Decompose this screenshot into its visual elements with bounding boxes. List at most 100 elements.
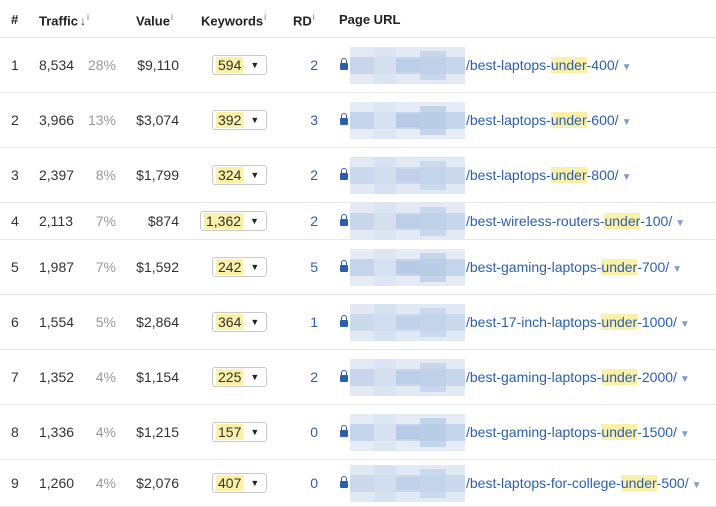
caret-down-icon: ▼ — [250, 262, 260, 272]
redacted-domain — [350, 203, 465, 240]
header-rd[interactable]: RDi — [293, 12, 315, 28]
keywords-dropdown[interactable]: 324 ▼ — [212, 165, 267, 185]
row-index: 9 — [11, 475, 19, 491]
referring-domains-link[interactable]: 0 — [310, 475, 318, 491]
caret-down-icon[interactable]: ▼ — [679, 429, 690, 440]
page-url-link[interactable]: /best-gaming-laptops-under-2000/▼ — [466, 369, 690, 388]
keywords-dropdown[interactable]: 364 ▼ — [212, 312, 267, 332]
value-amount: $1,154 — [136, 369, 179, 385]
url-path-start: /best-17-inch-laptops- — [466, 314, 602, 330]
lock-icon — [340, 58, 348, 71]
lock-icon — [340, 113, 348, 126]
url-path-end: -100/ — [640, 213, 673, 229]
url-path-start: /best-wireless-routers- — [466, 213, 605, 229]
table-row: 4 2,113 7% $874 1,362 ▼ 2/best-wireless-router… — [0, 202, 716, 240]
keywords-dropdown[interactable]: 392 ▼ — [212, 110, 267, 130]
traffic-percent: 28% — [87, 57, 116, 73]
redacted-domain — [350, 102, 465, 139]
url-keyword-highlight: under — [601, 259, 638, 275]
keywords-dropdown[interactable]: 594 ▼ — [212, 55, 267, 75]
header-rd-label: RD — [293, 13, 312, 29]
traffic-percent: 4% — [95, 369, 116, 385]
page-url-link[interactable]: /best-gaming-laptops-under-1500/▼ — [466, 424, 690, 443]
referring-domains-link[interactable]: 2 — [310, 213, 318, 229]
header-keywords-label: Keywords — [201, 13, 264, 29]
redacted-domain — [350, 304, 465, 341]
caret-down-icon[interactable]: ▼ — [679, 319, 690, 330]
caret-down-icon[interactable]: ▼ — [621, 62, 632, 73]
keywords-dropdown[interactable]: 1,362 ▼ — [200, 211, 267, 231]
row-index: 4 — [11, 213, 19, 229]
row-index: 5 — [11, 259, 19, 275]
table-row: 3 2,397 8% $1,799 324 ▼ 2/best-laptops-under-8… — [0, 147, 716, 203]
page-url-link[interactable]: /best-laptops-for-college-under-500/▼ — [466, 475, 702, 494]
header-traffic-label: Traffic — [39, 13, 79, 29]
header-keywords[interactable]: Keywordsi — [201, 12, 266, 28]
page-url-link[interactable]: /best-17-inch-laptops-under-1000/▼ — [466, 314, 690, 333]
table-row: 1 8,534 28% $9,110 594 ▼ 2/best-laptops-under-… — [0, 37, 716, 93]
caret-down-icon: ▼ — [250, 317, 260, 327]
header-num: # — [11, 12, 19, 27]
referring-domains-link[interactable]: 5 — [310, 259, 318, 275]
keywords-dropdown[interactable]: 407 ▼ — [212, 473, 267, 493]
caret-down-icon[interactable]: ▼ — [679, 374, 690, 385]
traffic-value: 1,554 — [39, 314, 75, 330]
table-header: # Traffic ↓i Valuei Keywordsi RDi Page UR… — [0, 0, 716, 38]
page-url-link[interactable]: /best-laptops-under-400/▼ — [466, 57, 631, 76]
url-path-end: -800/ — [586, 167, 619, 183]
header-traffic[interactable]: Traffic ↓i — [39, 12, 89, 28]
url-path-start: /best-laptops-for-college- — [466, 475, 621, 491]
caret-down-icon: ▼ — [250, 427, 260, 437]
referring-domains-link[interactable]: 3 — [310, 112, 318, 128]
page-url-link[interactable]: /best-wireless-routers-under-100/▼ — [466, 213, 685, 232]
caret-down-icon[interactable]: ▼ — [672, 264, 683, 275]
referring-domains-link[interactable]: 0 — [310, 424, 318, 440]
row-index: 7 — [11, 369, 19, 385]
url-path-end: -1500/ — [637, 424, 677, 440]
traffic-value: 1,260 — [39, 475, 75, 491]
traffic-value: 1,987 — [39, 259, 75, 275]
keywords-dropdown[interactable]: 225 ▼ — [212, 367, 267, 387]
url-path-start: /best-gaming-laptops- — [466, 259, 602, 275]
info-icon[interactable]: i — [170, 12, 173, 22]
table-row: 7 1,352 4% $1,154 225 ▼ 2/best-gaming-laptops-… — [0, 349, 716, 405]
url-path-start: /best-laptops- — [466, 112, 551, 128]
referring-domains-link[interactable]: 2 — [310, 57, 318, 73]
traffic-percent: 4% — [95, 475, 116, 491]
keywords-count: 364 — [216, 314, 244, 330]
table-row: 9 1,260 4% $2,076 407 ▼ 0/best-laptops-for-col… — [0, 459, 716, 507]
caret-down-icon[interactable]: ▼ — [691, 480, 702, 491]
value-amount: $1,799 — [136, 167, 179, 183]
caret-down-icon: ▼ — [250, 372, 260, 382]
lock-icon — [340, 370, 348, 383]
header-value[interactable]: Valuei — [136, 12, 173, 28]
caret-down-icon[interactable]: ▼ — [621, 172, 632, 183]
caret-down-icon[interactable]: ▼ — [675, 218, 686, 229]
traffic-percent: 7% — [95, 213, 116, 229]
page-url-link[interactable]: /best-laptops-under-600/▼ — [466, 112, 631, 131]
referring-domains-link[interactable]: 2 — [310, 167, 318, 183]
page-url-link[interactable]: /best-gaming-laptops-under-700/▼ — [466, 259, 682, 278]
page-url-link[interactable]: /best-laptops-under-800/▼ — [466, 167, 631, 186]
keywords-count: 242 — [216, 259, 244, 275]
row-index: 3 — [11, 167, 19, 183]
url-path-start: /best-gaming-laptops- — [466, 424, 602, 440]
referring-domains-link[interactable]: 1 — [310, 314, 318, 330]
header-page-url[interactable]: Page URL — [339, 12, 401, 27]
keywords-dropdown[interactable]: 242 ▼ — [212, 257, 267, 277]
info-icon[interactable]: i — [87, 12, 90, 22]
url-keyword-highlight: under — [601, 369, 638, 385]
redacted-domain — [350, 465, 465, 502]
keywords-count: 157 — [216, 424, 244, 440]
info-icon[interactable]: i — [312, 12, 315, 22]
url-path-start: /best-laptops- — [466, 57, 551, 73]
url-keyword-highlight: under — [550, 167, 587, 183]
caret-down-icon[interactable]: ▼ — [621, 117, 632, 128]
keywords-dropdown[interactable]: 157 ▼ — [212, 422, 267, 442]
keywords-count: 392 — [216, 112, 244, 128]
info-icon[interactable]: i — [264, 12, 267, 22]
referring-domains-link[interactable]: 2 — [310, 369, 318, 385]
keywords-count: 1,362 — [204, 213, 244, 229]
url-path-end: -1000/ — [637, 314, 677, 330]
traffic-value: 2,113 — [39, 213, 73, 229]
